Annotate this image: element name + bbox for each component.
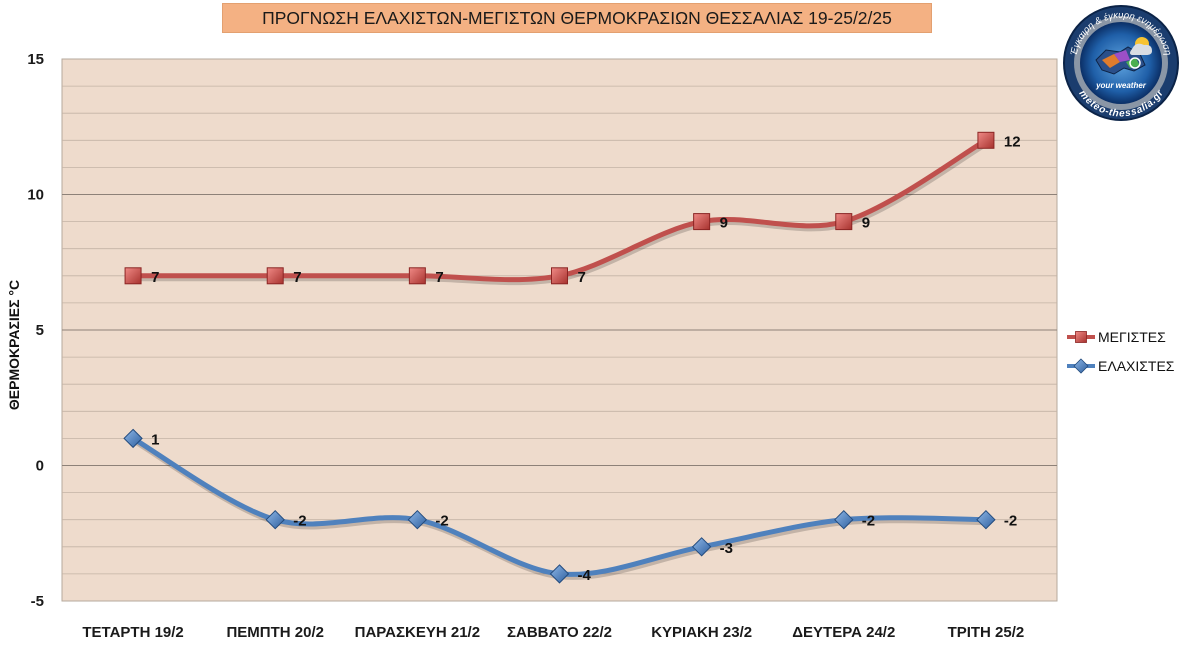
marker-square — [693, 213, 711, 231]
marker-square — [408, 267, 426, 285]
marker-diamond — [976, 509, 996, 530]
y-tick-label: 10 — [27, 187, 44, 204]
x-tick-label: ΠΑΡΑΣΚΕΥΗ 21/2 — [355, 624, 480, 641]
x-tick-label: ΤΕΤΑΡΤΗ 19/2 — [82, 624, 183, 641]
marker-square — [835, 213, 853, 231]
y-tick-label: -5 — [31, 593, 44, 610]
legend-item-min: ΕΛΑΧΙΣΤΕΣ — [1067, 358, 1175, 374]
marker-diamond — [265, 509, 285, 530]
data-label: 9 — [862, 215, 870, 232]
marker-diamond — [549, 564, 570, 584]
series-max: 7 7 7 7 9 9 12 — [124, 131, 1021, 286]
data-label: -4 — [578, 567, 592, 584]
series-min: 1 -2 -2 -4 -3 -2 -2 — [123, 428, 1017, 584]
legend-marker-max — [1075, 331, 1087, 343]
data-label: 9 — [720, 215, 728, 232]
y-tick-label: 15 — [27, 51, 44, 68]
logo-tagline: your weather — [1095, 81, 1147, 90]
x-tick-label: ΔΕΥΤΕΡΑ 24/2 — [792, 624, 895, 641]
series-layer: 7 7 7 7 9 9 12 1 -2 -2 -4 -3 -2 -2 — [123, 131, 1021, 584]
legend-label-max: ΜΕΓΙΣΤΕΣ — [1098, 329, 1166, 345]
chart-title-box: ΠΡΟΓΝΩΣΗ ΕΛΑΧΙΣΤΩΝ-ΜΕΓΙΣΤΩΝ ΘΕΡΜΟΚΡΑΣΙΩΝ… — [222, 3, 932, 33]
meteo-thessalia-logo: your weather Έγκαιρη & έγκυρη ενημέρωση … — [1063, 5, 1179, 121]
data-label: 7 — [151, 269, 159, 286]
x-tick-label: ΠΕΜΠΤΗ 20/2 — [226, 624, 324, 641]
x-tick-label: ΣΑΒΒΑΤΟ 22/2 — [507, 624, 612, 641]
marker-square — [551, 267, 568, 285]
marker-square — [266, 267, 284, 285]
data-label: 1 — [151, 431, 159, 448]
data-label: -2 — [293, 513, 306, 530]
legend: ΜΕΓΙΣΤΕΣ ΕΛΑΧΙΣΤΕΣ — [1067, 329, 1175, 374]
legend-marker-min — [1073, 358, 1089, 374]
x-tick-label: ΤΡΙΤΗ 25/2 — [948, 624, 1025, 641]
data-label: -3 — [720, 540, 733, 557]
data-label: -2 — [435, 513, 448, 530]
marker-square — [124, 267, 142, 285]
marker-square — [977, 131, 995, 149]
data-label: -2 — [1004, 513, 1017, 530]
y-tick-label: 0 — [36, 458, 44, 475]
marker-diamond — [123, 428, 143, 449]
marker-diamond — [691, 537, 712, 557]
legend-item-max: ΜΕΓΙΣΤΕΣ — [1067, 329, 1166, 345]
x-tick-label: ΚΥΡΙΑΚΗ 23/2 — [651, 624, 752, 641]
data-label: 7 — [293, 269, 301, 286]
x-axis-ticks: ΤΕΤΑΡΤΗ 19/2 ΠΕΜΠΤΗ 20/2 ΠΑΡΑΣΚΕΥΗ 21/2 ΣΑΒ… — [82, 624, 1024, 641]
chart-title: ΠΡΟΓΝΩΣΗ ΕΛΑΧΙΣΤΩΝ-ΜΕΓΙΣΤΩΝ ΘΕΡΜΟΚΡΑΣΙΩΝ… — [262, 7, 892, 28]
data-label: -2 — [862, 513, 875, 530]
marker-diamond — [407, 509, 428, 530]
y-axis-ticks: -5 0 5 10 15 — [27, 51, 44, 610]
data-label: 7 — [435, 269, 443, 286]
data-label: 12 — [1004, 133, 1021, 150]
legend-label-min: ΕΛΑΧΙΣΤΕΣ — [1098, 358, 1175, 374]
marker-diamond — [834, 509, 854, 530]
data-label: 7 — [578, 269, 586, 286]
y-axis-label: ΘΕΡΜΟΚΡΑΣΙΕΣ °C — [6, 280, 22, 410]
y-tick-label: 5 — [36, 322, 44, 339]
